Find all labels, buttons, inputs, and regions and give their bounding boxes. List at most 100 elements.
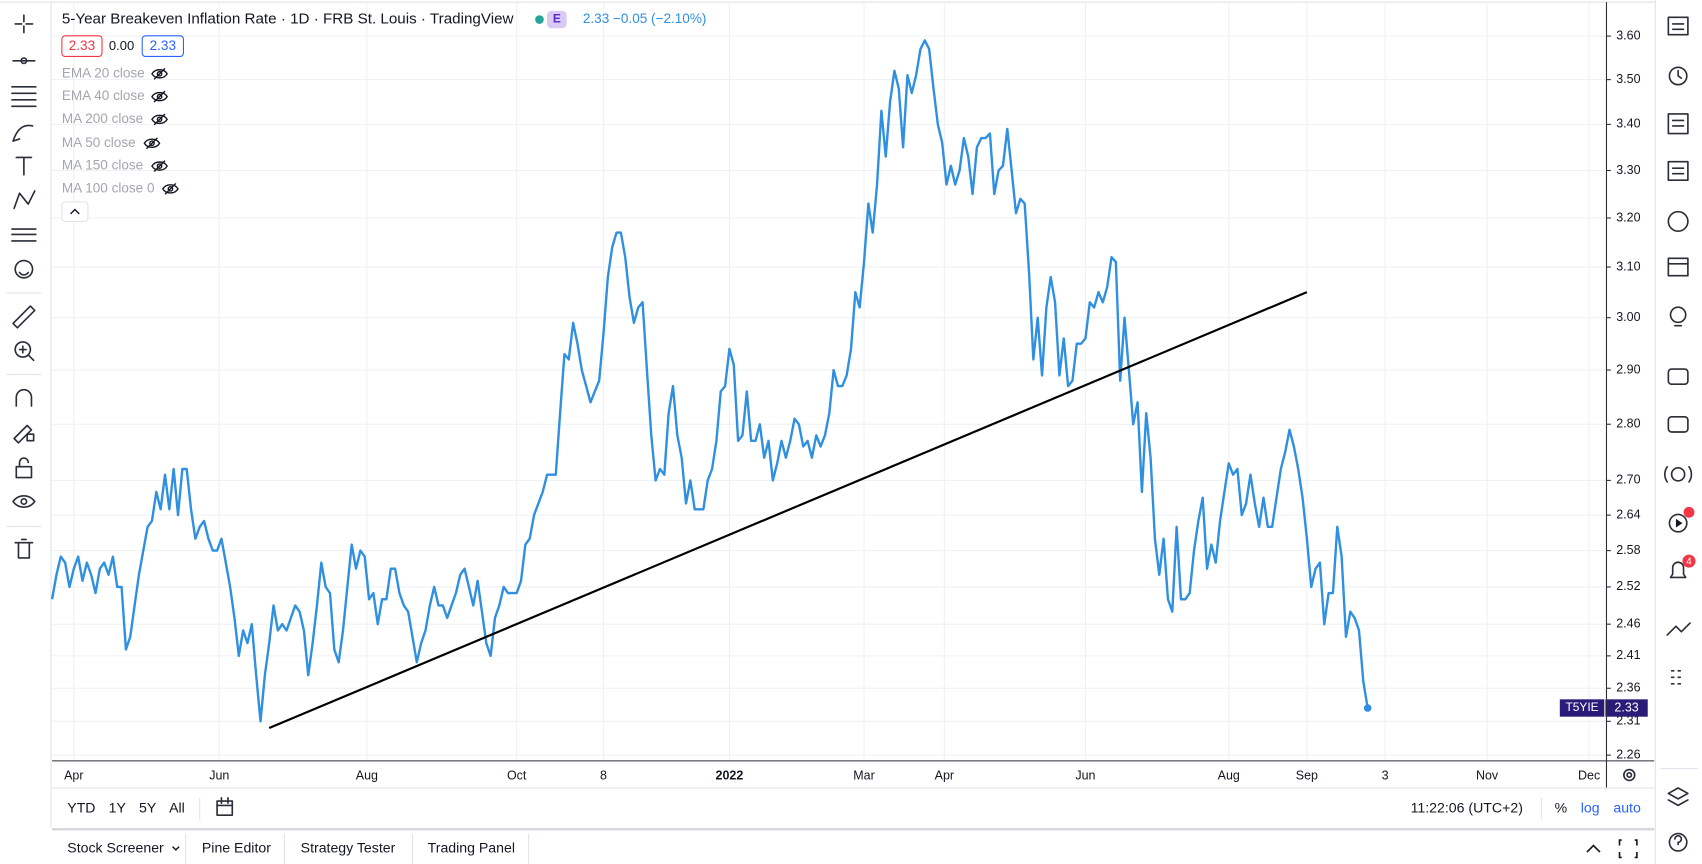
log-scale[interactable]: log [1581, 799, 1600, 815]
trend-line-tool[interactable] [12, 57, 36, 65]
y-tick-label: 2.70 [1616, 473, 1640, 487]
pattern-tool[interactable] [13, 190, 36, 210]
lock-all[interactable] [15, 457, 33, 479]
y-tick-label: 2.26 [1616, 747, 1640, 761]
notifications-center[interactable] [1664, 465, 1693, 483]
icon-tool[interactable] [14, 259, 34, 279]
dropdown-icon[interactable] [172, 846, 180, 851]
help[interactable] [1668, 832, 1688, 852]
watchlist[interactable] [1667, 16, 1689, 36]
sell-price[interactable]: 2.33 [69, 38, 95, 53]
expand-panel[interactable] [1586, 844, 1601, 853]
x-tick-label: Aug [1218, 768, 1240, 782]
magnet-tool[interactable] [15, 388, 33, 407]
clock[interactable]: 11:22:06 (UTC+2) [1411, 799, 1523, 815]
buy-box[interactable] [141, 35, 184, 57]
zoom-tool[interactable] [14, 341, 35, 362]
y-tick-label: 3.10 [1616, 259, 1640, 273]
maximize-panel[interactable] [1618, 839, 1638, 859]
range-button[interactable]: 1Y [109, 799, 127, 815]
notifications[interactable] [1669, 561, 1687, 579]
collapse-legend[interactable] [61, 201, 89, 222]
indicator-label[interactable]: MA 150 close [62, 158, 143, 173]
range-button[interactable]: 5Y [139, 799, 157, 815]
price-badge [1605, 699, 1648, 717]
y-tick-label: 3.30 [1616, 163, 1640, 177]
chats[interactable] [1667, 368, 1689, 386]
last-price-dot [1363, 704, 1372, 712]
live-dot [1683, 506, 1695, 518]
ideas[interactable] [1669, 306, 1687, 327]
x-tick-label: Apr [64, 768, 83, 782]
fib-tool[interactable] [11, 86, 37, 108]
hide-drawings[interactable] [12, 494, 36, 508]
symbol-badge-label: T5YIE [1565, 700, 1598, 714]
news[interactable] [1667, 113, 1689, 135]
notification-count: 4 [1686, 556, 1692, 567]
tab[interactable]: Strategy Tester [301, 840, 396, 856]
y-tick-label: 3.50 [1616, 72, 1640, 86]
y-tick-label: 2.41 [1616, 648, 1640, 662]
chart-title: 5-Year Breakeven Inflation Rate · 1D · F… [62, 11, 514, 28]
x-tick-label: Mar [853, 768, 874, 782]
x-tick-label: 8 [600, 768, 607, 782]
x-tick-label: Oct [507, 768, 527, 782]
x-tick-label: 2022 [716, 768, 744, 782]
hotlists[interactable] [1667, 210, 1689, 233]
tab[interactable]: Stock Screener [67, 840, 164, 856]
text-tool[interactable] [15, 156, 33, 176]
tab[interactable]: Pine Editor [202, 840, 271, 856]
messages[interactable] [1667, 415, 1689, 433]
indicator-label[interactable]: MA 100 close 0 [62, 180, 155, 195]
remove-drawings[interactable] [14, 538, 34, 559]
indicator-label[interactable]: MA 50 close [62, 135, 136, 150]
alerts[interactable] [1668, 66, 1688, 86]
percent-scale[interactable]: % [1555, 799, 1568, 815]
y-tick-label: 2.52 [1616, 579, 1640, 593]
collapse-icon [70, 208, 80, 215]
lock-drawings[interactable] [13, 424, 35, 444]
y-tick-label: 2.64 [1616, 507, 1640, 521]
dom[interactable] [1670, 669, 1682, 685]
prediction-tool[interactable] [11, 228, 37, 242]
sell-box[interactable] [61, 35, 103, 57]
layers[interactable] [1667, 787, 1689, 807]
buy-price[interactable]: 2.33 [150, 38, 176, 53]
trend-line [268, 291, 1308, 730]
trading-panel[interactable] [1666, 622, 1691, 636]
streams[interactable] [1668, 513, 1688, 533]
earnings-badge[interactable]: E [553, 12, 561, 26]
range-button[interactable]: YTD [67, 799, 95, 815]
go-to-date[interactable] [216, 796, 234, 816]
axis-settings[interactable] [1623, 768, 1636, 782]
ruler-tool[interactable] [12, 305, 36, 329]
indicator-legend: EMA 20 close EMA 40 close MA 200 close M… [61, 65, 179, 222]
crosshair-tool[interactable] [14, 14, 34, 34]
price-change: 2.33 −0.05 (−2.10%) [583, 11, 707, 26]
indicator-label[interactable]: EMA 20 close [62, 65, 145, 80]
range-button[interactable]: All [169, 799, 185, 815]
y-tick-label: 2.31 [1616, 714, 1640, 728]
x-tick-label: Jun [1075, 768, 1095, 782]
right-toolbar: 4 [1660, 16, 1698, 852]
badge-box [547, 10, 567, 29]
y-tick-label: 2.80 [1616, 417, 1640, 431]
calendar[interactable] [1667, 257, 1689, 277]
x-tick-label: Nov [1476, 768, 1499, 782]
y-tick-label: 2.58 [1616, 543, 1640, 557]
spread: 0.00 [109, 38, 134, 53]
brush-tool[interactable] [12, 124, 34, 142]
indicator-label[interactable]: MA 200 close [62, 111, 143, 126]
tab[interactable]: Trading Panel [428, 840, 515, 856]
data-window[interactable] [1667, 160, 1689, 181]
left-toolbar [6, 14, 42, 559]
y-tick-label: 3.40 [1616, 117, 1640, 131]
indicator-label[interactable]: EMA 40 close [62, 88, 145, 103]
x-tick-label: 3 [1382, 768, 1389, 782]
x-tick-label: Aug [356, 768, 378, 782]
auto-scale[interactable]: auto [1613, 799, 1641, 815]
y-tick-label: 3.20 [1616, 210, 1640, 224]
